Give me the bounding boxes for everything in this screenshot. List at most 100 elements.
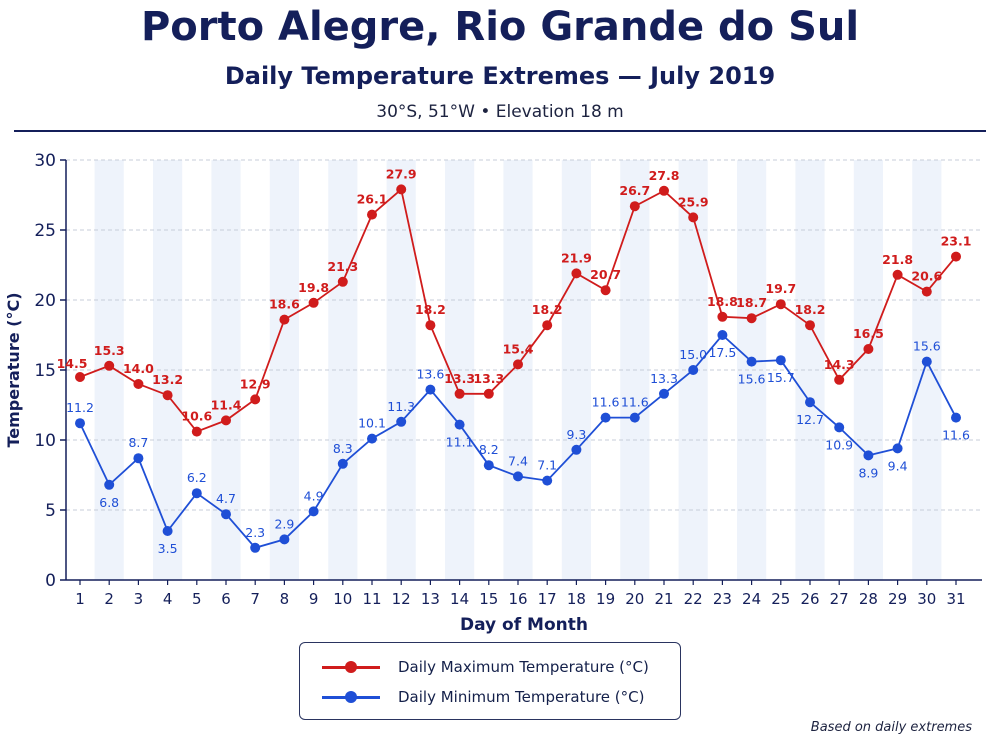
data-label-min: 17.5 [708,345,736,360]
data-label-min: 11.1 [446,435,474,450]
data-label-max: 20.7 [590,267,621,282]
data-label-min: 15.0 [679,347,707,362]
data-label-max: 14.5 [57,356,88,371]
data-label-max: 18.7 [736,295,767,310]
chart-subtitle: Daily Temperature Extremes — July 2019 [224,62,776,90]
x-tick-label: 11 [362,590,381,608]
data-point-max [951,251,961,262]
data-point-min [221,509,231,520]
data-point-max [717,311,728,322]
data-point-max [600,285,611,296]
data-point-min [513,471,523,482]
data-label-max: 11.4 [211,397,242,412]
data-point-min [483,460,494,471]
data-label-min: 8.7 [128,435,148,450]
data-label-max: 21.9 [561,250,592,265]
data-label-max: 15.4 [503,341,534,356]
x-tick-label: 3 [134,590,144,608]
data-label-min: 11.3 [387,399,415,414]
data-label-min: 6.8 [99,495,119,510]
legend: Daily Maximum Temperature (°C) Daily Min… [299,642,681,720]
x-tick-label: 23 [713,590,732,608]
data-label-max: 23.1 [941,234,972,249]
data-point-max [279,314,290,325]
x-tick-label: 30 [917,590,936,608]
data-label-min: 3.5 [158,541,178,556]
data-point-min [805,397,815,408]
x-tick-label: 25 [771,590,790,608]
data-point-max [75,372,85,382]
x-tick-label: 15 [479,590,498,608]
data-label-min: 7.4 [508,453,528,468]
x-tick-label: 14 [450,590,469,608]
data-label-max: 18.2 [415,302,446,317]
data-point-max [921,286,932,297]
y-tick-label: 15 [34,361,56,381]
data-point-min [746,356,757,367]
legend-label-max: Daily Maximum Temperature (°C) [398,658,649,676]
data-point-min [659,388,669,399]
data-label-min: 10.9 [825,437,853,452]
data-label-max: 21.3 [327,259,358,274]
data-point-max [775,299,786,310]
data-label-max: 19.8 [298,280,329,295]
data-point-max [396,184,407,195]
data-point-max [162,390,173,401]
data-point-min [191,488,202,499]
data-label-max: 26.1 [357,192,388,207]
data-point-max [513,359,523,370]
data-point-max [659,185,669,196]
data-point-min [454,419,465,430]
data-point-max [425,320,436,331]
data-point-max [133,379,144,389]
data-point-max [250,394,261,405]
data-point-max [454,388,465,399]
data-label-min: 8.3 [333,441,353,456]
data-point-max [688,212,699,223]
x-tick-label: 18 [567,590,586,608]
data-label-min: 4.7 [216,491,236,506]
x-tick-label: 27 [830,590,849,608]
x-tick-label: 31 [946,590,965,608]
legend-swatch-max [322,657,380,677]
data-point-max [805,320,815,331]
y-tick-label: 25 [34,221,56,241]
y-tick-label: 10 [34,431,56,451]
data-label-max: 18.2 [532,302,563,317]
legend-item-min: Daily Minimum Temperature (°C) [322,687,644,707]
chart-title: Porto Alegre, Rio Grande do Sul [140,4,860,50]
data-label-max: 16.5 [853,326,884,341]
data-label-min: 7.1 [537,458,557,473]
y-tick-label: 20 [34,291,56,311]
data-label-max: 10.6 [181,409,212,424]
x-tick-label: 5 [192,590,202,608]
data-label-min: 9.3 [566,427,586,442]
footnote: Based on daily extremes [810,720,972,735]
x-tick-label: 28 [859,590,878,608]
data-label-min: 13.3 [650,371,678,386]
x-tick-label: 2 [104,590,114,608]
data-label-max: 20.6 [911,269,942,284]
data-label-max: 15.3 [94,343,125,358]
data-label-min: 15.7 [767,370,795,385]
data-point-max [629,201,640,212]
data-label-max: 18.6 [269,297,300,312]
header-divider [14,130,986,132]
data-label-min: 9.4 [888,458,908,473]
x-tick-label: 6 [221,590,231,608]
data-point-max [746,313,757,324]
data-label-max: 27.9 [386,166,417,181]
data-point-min [921,356,932,367]
x-tick-label: 24 [742,590,761,608]
data-label-min: 11.2 [66,400,94,415]
data-point-min [688,365,699,375]
data-point-min [279,534,290,545]
data-label-min: 13.6 [416,367,444,382]
x-tick-label: 17 [538,590,557,608]
data-point-min [308,506,319,517]
data-point-min [834,422,845,433]
data-point-min [775,355,786,366]
data-point-min [367,433,377,444]
data-point-max [308,297,319,308]
